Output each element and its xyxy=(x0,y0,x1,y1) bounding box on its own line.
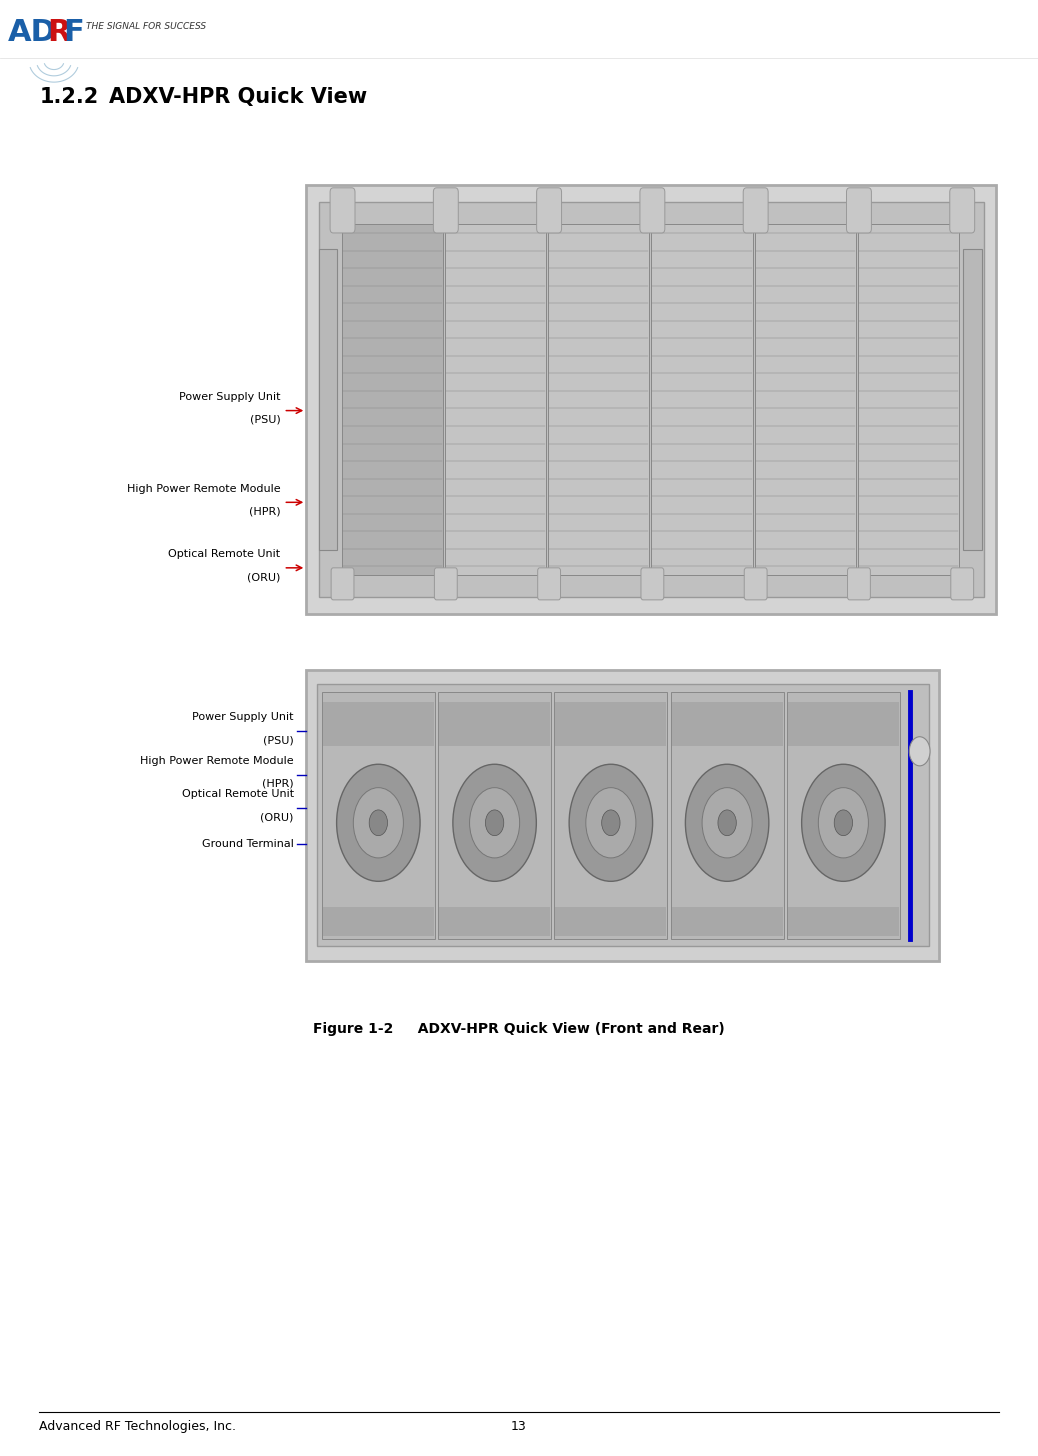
Text: (ORU): (ORU) xyxy=(261,812,294,823)
Bar xyxy=(652,224,753,575)
Text: ADXV-HPR Quick View: ADXV-HPR Quick View xyxy=(109,87,367,108)
Bar xyxy=(319,249,337,550)
Bar xyxy=(322,692,435,939)
Text: (HPR): (HPR) xyxy=(263,779,294,789)
Circle shape xyxy=(585,788,636,858)
Text: 13: 13 xyxy=(511,1421,527,1433)
Circle shape xyxy=(818,788,869,858)
Text: Figure 1-2     ADXV-HPR Quick View (Front and Rear): Figure 1-2 ADXV-HPR Quick View (Front an… xyxy=(313,1022,725,1037)
Circle shape xyxy=(569,764,653,881)
Circle shape xyxy=(685,764,769,881)
Bar xyxy=(555,702,666,745)
Bar xyxy=(548,224,650,575)
Bar xyxy=(672,907,783,936)
Circle shape xyxy=(801,764,885,881)
FancyBboxPatch shape xyxy=(330,188,355,233)
Text: (HPR): (HPR) xyxy=(249,507,280,517)
FancyBboxPatch shape xyxy=(640,568,664,600)
Text: Power Supply Unit: Power Supply Unit xyxy=(192,712,294,722)
FancyBboxPatch shape xyxy=(950,188,975,233)
FancyBboxPatch shape xyxy=(743,188,768,233)
FancyBboxPatch shape xyxy=(639,188,664,233)
FancyBboxPatch shape xyxy=(538,568,561,600)
Text: R: R xyxy=(48,17,72,47)
Circle shape xyxy=(353,788,404,858)
FancyBboxPatch shape xyxy=(744,568,767,600)
Bar xyxy=(306,185,996,614)
Circle shape xyxy=(469,788,520,858)
FancyBboxPatch shape xyxy=(847,188,872,233)
Bar xyxy=(755,224,855,575)
Circle shape xyxy=(453,764,537,881)
Bar xyxy=(787,692,900,939)
Text: (ORU): (ORU) xyxy=(247,572,280,582)
FancyBboxPatch shape xyxy=(331,568,354,600)
Text: (PSU): (PSU) xyxy=(249,415,280,425)
Bar xyxy=(672,702,783,745)
Text: High Power Remote Module: High Power Remote Module xyxy=(127,483,280,494)
Bar xyxy=(439,702,550,745)
Bar xyxy=(323,907,434,936)
Text: Ground Terminal: Ground Terminal xyxy=(201,840,294,849)
Bar xyxy=(444,224,546,575)
Text: Optical Remote Unit: Optical Remote Unit xyxy=(168,549,280,559)
Text: F: F xyxy=(63,17,84,47)
Bar xyxy=(857,224,959,575)
Text: 1.2.2: 1.2.2 xyxy=(39,87,99,108)
Bar xyxy=(317,684,929,946)
Text: AD: AD xyxy=(8,17,57,47)
Text: Power Supply Unit: Power Supply Unit xyxy=(179,392,280,402)
Bar xyxy=(555,907,666,936)
Circle shape xyxy=(602,810,620,836)
Circle shape xyxy=(909,737,930,766)
Bar xyxy=(306,670,939,961)
Text: Advanced RF Technologies, Inc.: Advanced RF Technologies, Inc. xyxy=(39,1421,237,1433)
Circle shape xyxy=(370,810,387,836)
FancyBboxPatch shape xyxy=(434,568,457,600)
Bar xyxy=(554,692,667,939)
Circle shape xyxy=(336,764,420,881)
Bar xyxy=(323,702,434,745)
Text: THE SIGNAL FOR SUCCESS: THE SIGNAL FOR SUCCESS xyxy=(86,22,207,31)
Text: (PSU): (PSU) xyxy=(263,735,294,745)
Text: High Power Remote Module: High Power Remote Module xyxy=(140,756,294,766)
Circle shape xyxy=(702,788,753,858)
FancyBboxPatch shape xyxy=(951,568,974,600)
Bar xyxy=(342,224,442,575)
Bar xyxy=(319,202,984,597)
Circle shape xyxy=(486,810,503,836)
Bar xyxy=(788,702,899,745)
Bar xyxy=(788,907,899,936)
Circle shape xyxy=(718,810,736,836)
Bar xyxy=(438,692,551,939)
Bar xyxy=(963,249,982,550)
Text: Optical Remote Unit: Optical Remote Unit xyxy=(182,789,294,799)
Bar xyxy=(671,692,784,939)
Circle shape xyxy=(835,810,852,836)
FancyBboxPatch shape xyxy=(847,568,870,600)
FancyBboxPatch shape xyxy=(434,188,459,233)
Bar xyxy=(439,907,550,936)
FancyBboxPatch shape xyxy=(537,188,562,233)
